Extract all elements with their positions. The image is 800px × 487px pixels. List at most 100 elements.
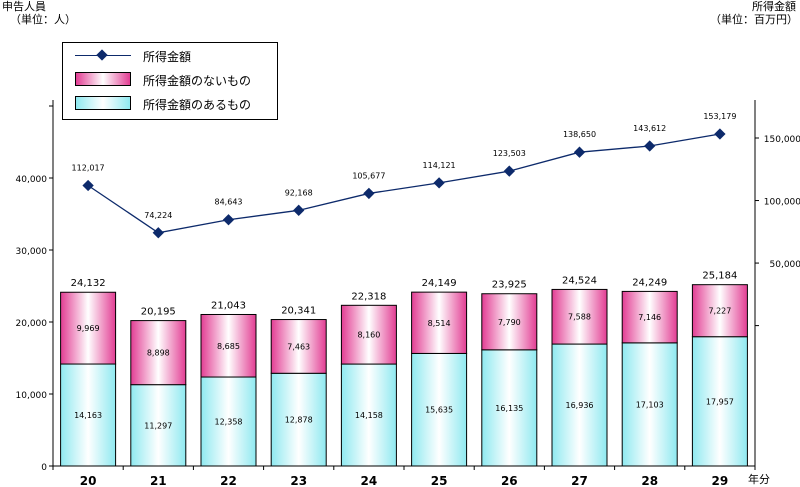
bar-total-label: 24,249 [632, 277, 667, 288]
x-tick-label: 23 [290, 474, 307, 487]
bar-lower-label: 14,158 [355, 411, 383, 420]
line-point-diamond [152, 227, 164, 239]
legend-item-pink: 所得金額のないもの [63, 69, 277, 91]
bar-upper-label: 9,969 [77, 324, 100, 333]
bar-lower [270, 372, 327, 467]
bar-total-label: 24,524 [562, 275, 597, 286]
line-point-diamond [433, 177, 445, 189]
x-tick-label: 25 [431, 474, 448, 487]
line-point-diamond [573, 146, 586, 158]
bar-upper-label: 7,227 [708, 307, 731, 316]
x-tick-label: 22 [220, 474, 237, 487]
bar-total-label: 24,149 [422, 278, 457, 289]
bar-upper [200, 313, 257, 378]
line-point-label: 74,224 [144, 211, 172, 220]
bar-total-label: 20,341 [281, 306, 316, 317]
left-axis-title: 申告人員 [2, 0, 46, 13]
bar-lower [340, 363, 397, 467]
bar-lower-label: 12,878 [285, 416, 313, 425]
right-axis-title: 所得金額 [752, 0, 796, 13]
line-point-diamond [222, 214, 235, 226]
line-point-diamond [714, 128, 726, 140]
legend-label-pink: 所得金額のないもの [143, 74, 252, 88]
line-point-diamond [82, 179, 94, 192]
right-tick-label: 50,000 [770, 260, 800, 270]
right-tick-label: 100,000 [764, 198, 800, 208]
x-tick-label: 21 [150, 474, 167, 487]
legend: 所得金額 所得金額のないもの 所得金額のあるもの [62, 42, 278, 120]
line-point-label: 123,503 [493, 149, 526, 158]
bar-upper-label: 7,463 [287, 342, 310, 351]
legend-item-line: 所得金額 [63, 45, 277, 67]
line-point-label: 138,650 [563, 130, 596, 139]
left-tick-label: 20,000 [16, 319, 48, 329]
x-tick-label: 29 [712, 474, 729, 487]
left-tick-label: 40,000 [16, 175, 48, 185]
bar-total-label: 22,318 [351, 291, 386, 302]
bar-total-label: 25,184 [702, 271, 737, 282]
bar-upper [411, 291, 468, 354]
bar-total-label: 24,132 [71, 278, 106, 289]
line-point-diamond [293, 204, 305, 216]
legend-label-cyan: 所得金額のあるもの [143, 98, 252, 112]
line-point-label: 153,179 [703, 112, 736, 121]
bar-total-label: 20,195 [141, 307, 176, 318]
bar-lower [200, 376, 257, 467]
legend-diamond-icon [96, 49, 108, 61]
bar-upper-label: 8,514 [428, 319, 451, 328]
line-point-label: 105,677 [352, 171, 385, 180]
bar-lower-label: 17,103 [636, 400, 664, 409]
bar-upper-label: 8,898 [147, 349, 170, 358]
bar-lower-label: 16,936 [566, 401, 594, 410]
left-tick-label: 30,000 [16, 247, 48, 257]
bar-upper-label: 8,160 [357, 331, 380, 340]
line-point-diamond [503, 165, 515, 177]
bar-upper [270, 319, 327, 374]
line-point-label: 143,612 [633, 124, 666, 133]
left-axis-unit: （単位：人） [10, 13, 76, 26]
bar-upper [130, 320, 187, 386]
bar-upper-label: 7,790 [498, 318, 521, 327]
bar-lower-label: 11,297 [144, 421, 172, 430]
bar-lower-label: 14,163 [74, 411, 102, 420]
line-point-label: 114,121 [423, 161, 456, 170]
bar-lower-label: 17,957 [706, 397, 734, 406]
line-point-label: 92,168 [285, 188, 313, 197]
bar-total-label: 23,925 [492, 280, 527, 291]
legend-label-line: 所得金額 [143, 50, 192, 64]
legend-swatch-cyan [75, 96, 131, 110]
legend-swatch-pink [75, 72, 131, 86]
x-axis-unit: 年分 [748, 473, 770, 486]
bar-upper [340, 304, 397, 365]
bar-upper [481, 293, 538, 351]
bar-lower [411, 352, 468, 467]
income-line [87, 133, 721, 234]
x-tick-label: 28 [641, 474, 658, 487]
bar-upper [621, 290, 678, 344]
bar-lower-label: 12,358 [215, 418, 243, 427]
x-tick-label: 27 [571, 474, 588, 487]
bar-upper [60, 291, 117, 365]
line-point-label: 84,643 [215, 198, 243, 207]
line-point-label: 112,017 [72, 164, 105, 173]
line-point-diamond [363, 187, 375, 200]
left-tick-label: 10,000 [16, 391, 48, 401]
x-tick-label: 24 [361, 474, 378, 487]
bar-upper-label: 7,588 [568, 313, 591, 322]
bar-lower [481, 349, 538, 467]
bar-total-label: 21,043 [211, 300, 246, 311]
bar-lower [621, 342, 678, 467]
bar-lower-label: 16,135 [495, 404, 523, 413]
line-point-diamond [644, 140, 656, 152]
right-axis-unit: （単位：百万円） [710, 13, 798, 26]
bar-lower [691, 336, 748, 467]
bar-upper-label: 8,685 [217, 342, 240, 351]
x-tick-label: 20 [80, 474, 97, 487]
left-tick-label: 0 [41, 463, 47, 473]
bar-lower [130, 384, 187, 467]
bar-upper [691, 284, 748, 338]
legend-item-cyan: 所得金額のあるもの [63, 93, 277, 115]
bar-upper [551, 288, 608, 345]
bar-lower [551, 343, 608, 467]
